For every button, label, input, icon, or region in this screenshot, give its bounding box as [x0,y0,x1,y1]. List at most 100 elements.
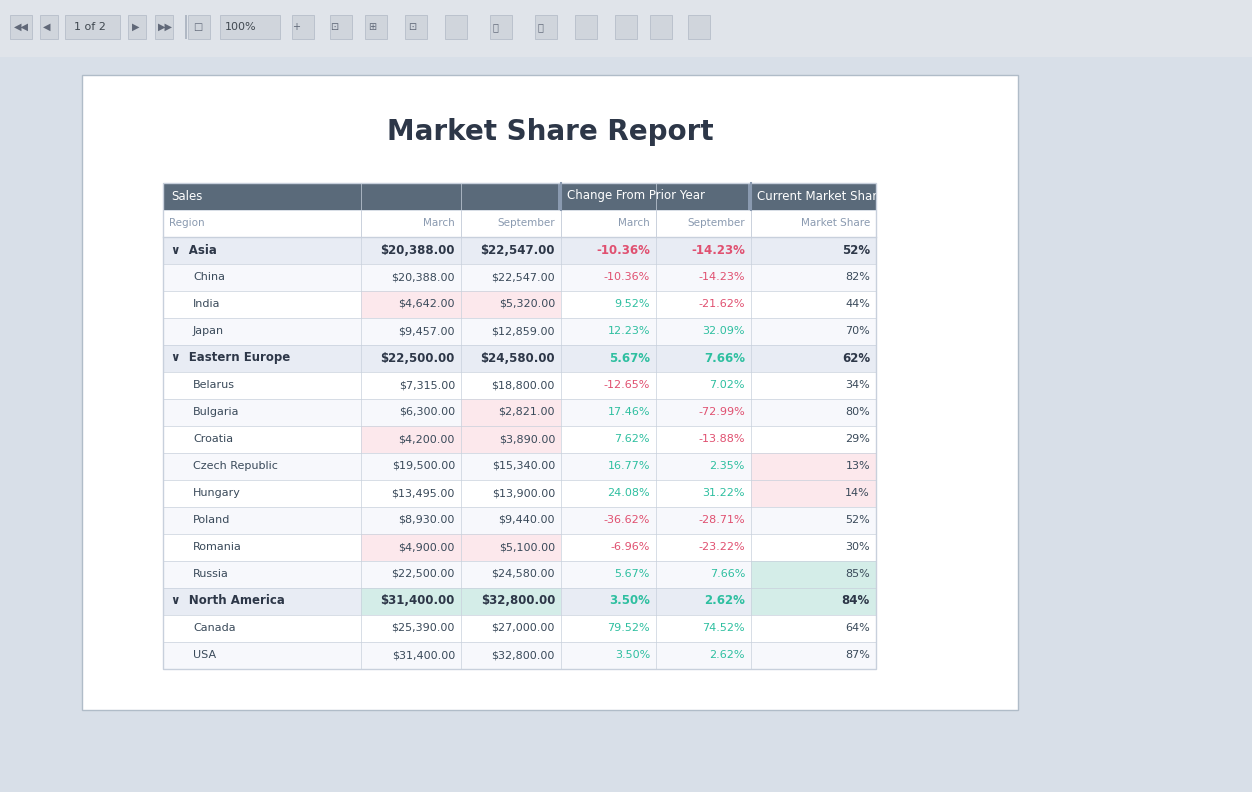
Text: $13,900.00: $13,900.00 [492,488,555,498]
Text: -72.99%: -72.99% [699,407,745,417]
Text: $4,900.00: $4,900.00 [398,542,454,552]
Text: 3.50%: 3.50% [610,595,650,607]
Text: 31.22%: 31.22% [702,488,745,498]
Text: $13,495.00: $13,495.00 [392,488,454,498]
Text: $32,800.00: $32,800.00 [481,595,555,607]
Text: Canada: Canada [193,623,235,633]
Text: 13%: 13% [845,461,870,471]
Text: September: September [497,218,555,228]
Text: -14.23%: -14.23% [699,272,745,282]
Text: 85%: 85% [845,569,870,579]
Text: 2.35%: 2.35% [710,461,745,471]
Text: $31,400.00: $31,400.00 [381,595,454,607]
Text: $24,580.00: $24,580.00 [481,352,555,364]
Text: 9.52%: 9.52% [615,299,650,309]
Text: -23.22%: -23.22% [699,542,745,552]
Text: $5,100.00: $5,100.00 [498,542,555,552]
Text: Region: Region [169,218,204,228]
Text: 7.02%: 7.02% [710,380,745,390]
Text: 84%: 84% [841,595,870,607]
Text: 12.23%: 12.23% [607,326,650,336]
Text: -12.65%: -12.65% [603,380,650,390]
Text: Market Share Report: Market Share Report [387,118,714,146]
Text: September: September [687,218,745,228]
Text: $3,890.00: $3,890.00 [498,434,555,444]
Text: -36.62%: -36.62% [603,515,650,525]
Text: $15,340.00: $15,340.00 [492,461,555,471]
Text: $5,320.00: $5,320.00 [498,299,555,309]
Text: 3.50%: 3.50% [615,650,650,660]
Text: March: March [423,218,454,228]
Text: Russia: Russia [193,569,229,579]
Text: $20,388.00: $20,388.00 [392,272,454,282]
Text: 64%: 64% [845,623,870,633]
Text: 52%: 52% [841,243,870,257]
Text: -14.23%: -14.23% [691,243,745,257]
Text: 82%: 82% [845,272,870,282]
Text: -10.36%: -10.36% [603,272,650,282]
Text: $7,315.00: $7,315.00 [398,380,454,390]
Text: $4,200.00: $4,200.00 [398,434,454,444]
Text: $8,930.00: $8,930.00 [398,515,454,525]
Text: $32,800.00: $32,800.00 [492,650,555,660]
Text: 79.52%: 79.52% [607,623,650,633]
Text: -13.88%: -13.88% [699,434,745,444]
Text: ◀◀: ◀◀ [14,22,29,32]
Text: Croatia: Croatia [193,434,233,444]
Text: Market Share: Market Share [801,218,870,228]
Text: $22,500.00: $22,500.00 [392,569,454,579]
Text: 1 of 2: 1 of 2 [74,22,106,32]
Text: ⊞: ⊞ [368,22,376,32]
Text: □: □ [193,22,203,32]
Text: 52%: 52% [845,515,870,525]
Text: $9,440.00: $9,440.00 [498,515,555,525]
Text: 62%: 62% [841,352,870,364]
Text: 5.67%: 5.67% [615,569,650,579]
Text: 5.67%: 5.67% [608,352,650,364]
Text: ▶: ▶ [131,22,139,32]
Text: 70%: 70% [845,326,870,336]
Text: $6,300.00: $6,300.00 [399,407,454,417]
Text: 100%: 100% [225,22,257,32]
Text: $22,500.00: $22,500.00 [381,352,454,364]
Text: Sales: Sales [172,189,203,203]
Text: 80%: 80% [845,407,870,417]
Text: $20,388.00: $20,388.00 [381,243,454,257]
Text: ◀: ◀ [43,22,50,32]
Text: $25,390.00: $25,390.00 [392,623,454,633]
Text: Belarus: Belarus [193,380,235,390]
Text: $12,859.00: $12,859.00 [492,326,555,336]
Text: 2.62%: 2.62% [704,595,745,607]
Text: $24,580.00: $24,580.00 [492,569,555,579]
Text: -28.71%: -28.71% [699,515,745,525]
Text: China: China [193,272,225,282]
Text: $19,500.00: $19,500.00 [392,461,454,471]
Text: Japan: Japan [193,326,224,336]
Text: Hungary: Hungary [193,488,240,498]
Text: ⛶: ⛶ [538,22,543,32]
Text: Bulgaria: Bulgaria [193,407,239,417]
Text: 14%: 14% [845,488,870,498]
Text: 30%: 30% [845,542,870,552]
Text: ∨  Eastern Europe: ∨ Eastern Europe [172,352,290,364]
Text: $22,547.00: $22,547.00 [491,272,555,282]
Text: 44%: 44% [845,299,870,309]
Text: USA: USA [193,650,217,660]
Text: ⊡: ⊡ [331,22,338,32]
Text: ∨  Asia: ∨ Asia [172,243,217,257]
Text: $4,642.00: $4,642.00 [398,299,454,309]
Text: $27,000.00: $27,000.00 [492,623,555,633]
Text: Current Market Share: Current Market Share [757,189,884,203]
Text: 7.66%: 7.66% [710,569,745,579]
Text: 7.62%: 7.62% [615,434,650,444]
Text: ▶▶: ▶▶ [158,22,173,32]
Text: 24.08%: 24.08% [607,488,650,498]
Text: $22,547.00: $22,547.00 [481,243,555,257]
Text: 74.52%: 74.52% [702,623,745,633]
Text: Poland: Poland [193,515,230,525]
Text: 34%: 34% [845,380,870,390]
Text: 29%: 29% [845,434,870,444]
Text: $18,800.00: $18,800.00 [492,380,555,390]
Text: ∨  North America: ∨ North America [172,595,285,607]
Text: -6.96%: -6.96% [611,542,650,552]
